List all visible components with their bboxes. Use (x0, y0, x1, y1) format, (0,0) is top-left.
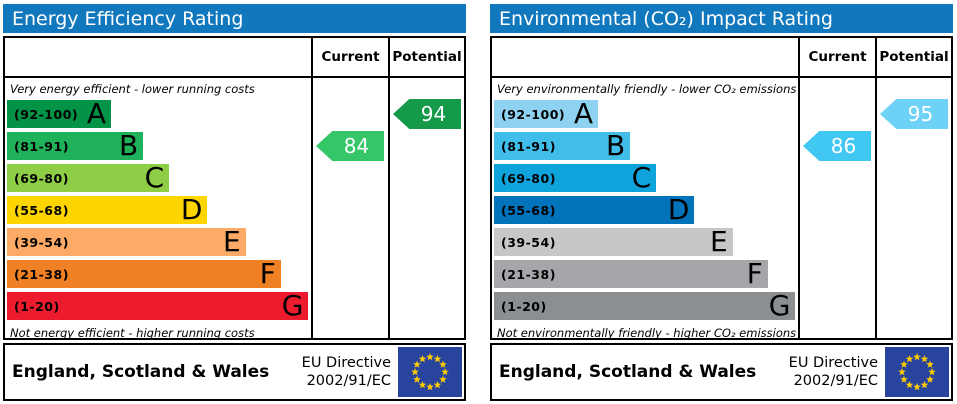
panel-energy-efficiency: Energy Efficiency Rating Current Potenti… (3, 4, 466, 401)
top-caption: Very environmentally friendly - lower CO… (497, 82, 797, 96)
band-letter: C (631, 161, 652, 194)
panel-environmental-impact: Environmental (CO₂) Impact Rating Curren… (490, 4, 953, 401)
band-row-d: (55-68) D (494, 193, 695, 226)
band-range: (92-100) (14, 106, 79, 122)
band-letter: D (667, 193, 690, 226)
band-letter: F (746, 257, 763, 290)
eu-directive-line2: 2002/91/EC (306, 373, 391, 389)
eu-directive-label: EU Directive 2002/91/EC (789, 354, 885, 390)
band-letter: B (605, 129, 626, 162)
page-title: Environmental (CO₂) Impact Rating (490, 4, 953, 33)
band-row-g: (1-20) G (7, 289, 309, 322)
band-row-f: (21-38) F (494, 260, 768, 288)
band-range: (69-80) (14, 170, 69, 186)
table-body: Very environmentally friendly - lower CO… (492, 78, 951, 340)
current-column-header: Current (311, 38, 388, 76)
bottom-caption: Not environmentally friendly - higher CO… (497, 326, 797, 340)
band-row-e: (39-54) E (494, 228, 733, 256)
band-range: (69-80) (501, 170, 556, 186)
bands-column: Very energy efficient - lower running co… (5, 78, 311, 340)
current-column: 84 (311, 78, 388, 338)
bands-column: Very environmentally friendly - lower CO… (492, 78, 798, 340)
bottom-caption: Not energy efficient - higher running co… (10, 326, 255, 340)
band-row-e: (39-54) E (7, 228, 246, 256)
band-row-f: (21-38) F (7, 260, 281, 288)
current-rating-arrow: 84 (316, 131, 384, 161)
band-range: (21-38) (501, 266, 556, 282)
band-range: (92-100) (501, 106, 566, 122)
band-row-d: (55-68) D (7, 193, 208, 226)
potential-column-header: Potential (875, 38, 951, 76)
band-letter: D (180, 193, 203, 226)
column-header-spacer (492, 38, 798, 76)
band-row-c: (69-80) C (7, 161, 170, 194)
potential-rating-arrow: 94 (393, 99, 461, 129)
band-range: (1-20) (14, 298, 60, 314)
potential-column: 95 (875, 78, 951, 338)
potential-column-header: Potential (388, 38, 464, 76)
band-range: (39-54) (14, 234, 69, 250)
band-range: (55-68) (501, 202, 556, 218)
region-label: England, Scotland & Wales (499, 362, 757, 382)
band-range: (55-68) (14, 202, 69, 218)
band-letter: E (222, 225, 241, 258)
eu-flag-icon (398, 347, 462, 397)
current-rating-arrow: 86 (803, 131, 871, 161)
band-letter: G (281, 289, 304, 322)
band-row-a: (92-100) A (7, 97, 112, 130)
band-letter: E (709, 225, 728, 258)
band-range: (1-20) (501, 298, 547, 314)
table-body: Very energy efficient - lower running co… (5, 78, 464, 340)
band-range: (21-38) (14, 266, 69, 282)
band-row-b: (81-91) B (7, 129, 144, 162)
band-letter: A (573, 97, 594, 130)
band-letter: C (144, 161, 165, 194)
band-range: (81-91) (501, 138, 556, 154)
eu-directive-line1: EU Directive (788, 354, 878, 371)
panel-footer: England, Scotland & Wales EU Directive 2… (3, 343, 466, 401)
eu-directive-line2: 2002/91/EC (793, 373, 878, 389)
eu-directive-line1: EU Directive (301, 354, 391, 371)
table-header-row: Current Potential (492, 38, 951, 78)
band-letter: G (768, 289, 791, 322)
band-range: (81-91) (14, 138, 69, 154)
current-column: 86 (798, 78, 875, 338)
rating-table: Current Potential Very energy efficient … (3, 36, 466, 340)
band-range: (39-54) (501, 234, 556, 250)
column-header-spacer (5, 38, 311, 76)
band-row-a: (92-100) A (494, 97, 599, 130)
band-row-g: (1-20) G (494, 289, 796, 322)
eu-flag-icon (885, 347, 949, 397)
band-letter: B (118, 129, 139, 162)
page-title: Energy Efficiency Rating (3, 4, 466, 33)
potential-column: 94 (388, 78, 464, 338)
top-caption: Very energy efficient - lower running co… (10, 82, 255, 96)
band-letter: F (259, 257, 276, 290)
band-row-c: (69-80) C (494, 161, 657, 194)
table-header-row: Current Potential (5, 38, 464, 78)
current-column-header: Current (798, 38, 875, 76)
band-row-b: (81-91) B (494, 129, 631, 162)
rating-table: Current Potential Very environmentally f… (490, 36, 953, 340)
eu-directive-label: EU Directive 2002/91/EC (302, 354, 398, 390)
region-label: England, Scotland & Wales (12, 362, 270, 382)
potential-rating-arrow: 95 (880, 99, 948, 129)
band-letter: A (86, 97, 107, 130)
panel-footer: England, Scotland & Wales EU Directive 2… (490, 343, 953, 401)
